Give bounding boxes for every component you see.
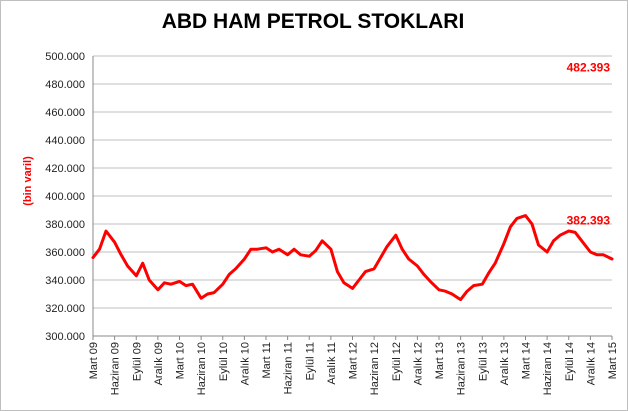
y-tick-label: 480.000: [45, 79, 85, 91]
x-tick-label: Haziran 14: [542, 342, 554, 395]
y-tick-label: 300.000: [45, 331, 85, 343]
label-layer: 482.393 382.393: [567, 61, 611, 228]
x-tick-label: Aralık 14: [585, 342, 597, 385]
chart-title: ABD HAM PETROL STOKLARI: [161, 10, 465, 33]
x-tick-label: Haziran 12: [369, 342, 381, 395]
y-tick-label: 320.000: [45, 303, 85, 315]
data-label: 482.393: [567, 61, 611, 75]
x-tick-label: Haziran 13: [456, 342, 468, 395]
x-tick-label: Mart 14: [521, 342, 533, 379]
y-tick-label: 420.000: [45, 163, 85, 175]
y-axis-label: (bin varil): [22, 156, 34, 206]
x-tick-label: Eylül 12: [391, 342, 403, 381]
x-tick-label: Eylül 11: [304, 342, 316, 380]
x-tick-label: Mart 15: [607, 342, 619, 379]
x-tick-label: Mart 13: [434, 342, 446, 379]
x-tick-label: Eylül 13: [477, 342, 489, 381]
x-tick-label: Aralık 10: [239, 342, 251, 385]
y-tick-label: 500.000: [45, 51, 85, 63]
grid-layer: [93, 55, 612, 337]
x-tick-label: Mart 09: [88, 342, 100, 379]
x-tick-label: Aralık 12: [412, 342, 424, 385]
series-line: [91, 214, 614, 302]
x-tick-label: Haziran 09: [110, 342, 122, 395]
y-tick-label: 400.000: [45, 191, 85, 203]
axis-layer: 300.000 320.000 340.000 360.000 380.000 400.0…: [45, 51, 619, 395]
x-tick-label: Eylül 09: [131, 342, 143, 381]
x-tick-label: Aralık 09: [153, 342, 165, 385]
data-label: 382.393: [567, 214, 611, 228]
y-tick-label: 440.000: [45, 135, 85, 147]
y-tick-label: 380.000: [45, 219, 85, 231]
y-tick-label: 340.000: [45, 275, 85, 287]
x-tick-label: Eylül 14: [564, 342, 576, 381]
x-tick-label: Aralık 13: [499, 342, 511, 385]
x-tick-label: Haziran 10: [196, 342, 208, 395]
series-layer: [91, 214, 614, 302]
x-tick-label: Eylül 10: [218, 342, 230, 381]
x-tick-label: Haziran 11: [283, 342, 295, 394]
x-tick-label: Mart 11: [261, 342, 273, 378]
x-tick-label: Mart 10: [175, 342, 187, 379]
y-tick-label: 360.000: [45, 247, 85, 259]
x-tick-label: Mart 12: [348, 342, 360, 379]
x-tick-label: Aralık 11: [326, 342, 338, 385]
y-tick-label: 460.000: [45, 107, 85, 119]
